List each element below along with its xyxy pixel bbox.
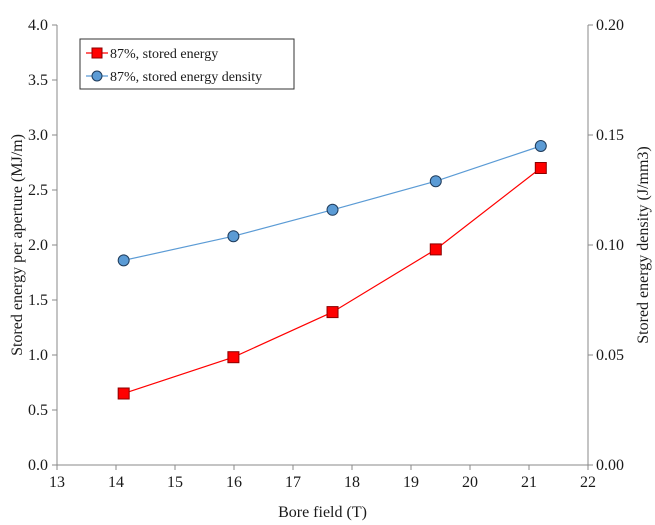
left-y-tick-label: 2.0 — [28, 237, 48, 254]
data-point — [534, 140, 547, 152]
legend-marker — [91, 47, 103, 59]
right-y-tick-label: 0.05 — [596, 347, 624, 364]
data-point — [326, 306, 339, 319]
left-y-axis-label: Stored energy per aperture (MJ/m) — [9, 134, 26, 356]
x-tick-label: 13 — [49, 474, 65, 491]
left-y-tick-label: 1.5 — [28, 292, 48, 309]
legend: 87%, stored energy 87%, stored energy den… — [79, 38, 295, 90]
x-tick-label: 18 — [344, 474, 360, 491]
data-point — [227, 230, 240, 243]
left-y-tick-label: 3.0 — [28, 127, 48, 144]
data-point — [326, 203, 339, 216]
left-y-tick-label: 2.5 — [28, 182, 48, 199]
tick-labels: 13 14 15 16 17 18 19 20 21 22 0.0 0.5 1.0 1.5 2.0 2.5 3.… — [28, 17, 624, 491]
series-line — [123, 145, 541, 261]
left-y-tick-label: 3.5 — [28, 72, 48, 89]
right-y-tick-label: 0.15 — [596, 127, 624, 144]
left-y-tick-label: 0.5 — [28, 402, 48, 419]
left-y-tick-label: 1.0 — [28, 347, 48, 364]
data-point — [227, 351, 240, 364]
legend-item: 87%, stored energy — [86, 47, 218, 62]
right-y-tick-label: 0.10 — [596, 237, 624, 254]
series-line — [123, 167, 542, 395]
legend-label: 87%, stored energy density — [110, 70, 262, 85]
x-tick-label: 22 — [580, 474, 596, 491]
data-point — [429, 243, 442, 256]
data-point — [117, 254, 130, 267]
x-axis-label: Bore field (T) — [278, 504, 367, 521]
x-tick-label: 17 — [285, 474, 301, 491]
x-tick-label: 19 — [403, 474, 419, 491]
data-point — [534, 162, 547, 174]
right-y-tick-label: 0.20 — [596, 17, 624, 34]
x-tick-label: 15 — [167, 474, 183, 491]
axes — [52, 24, 593, 470]
left-y-tick-label: 4.0 — [28, 17, 48, 34]
x-tick-label: 20 — [462, 474, 478, 491]
left-y-tick-label: 0.0 — [28, 457, 48, 474]
x-tick-label: 21 — [521, 474, 537, 491]
right-y-axis-label: Stored energy density (J/mm3) — [635, 146, 652, 343]
legend-item: 87%, stored energy density — [86, 70, 262, 85]
legend-marker — [91, 70, 103, 82]
legend-box — [79, 38, 295, 90]
series-2 — [117, 140, 547, 267]
data-point — [429, 175, 442, 188]
x-tick-label: 14 — [108, 474, 124, 491]
series-layer — [117, 140, 547, 400]
x-tick-label: 16 — [226, 474, 242, 491]
right-y-tick-label: 0.00 — [596, 457, 624, 474]
legend-label: 87%, stored energy — [110, 47, 218, 62]
series-1 — [117, 162, 547, 400]
data-point — [117, 387, 130, 400]
